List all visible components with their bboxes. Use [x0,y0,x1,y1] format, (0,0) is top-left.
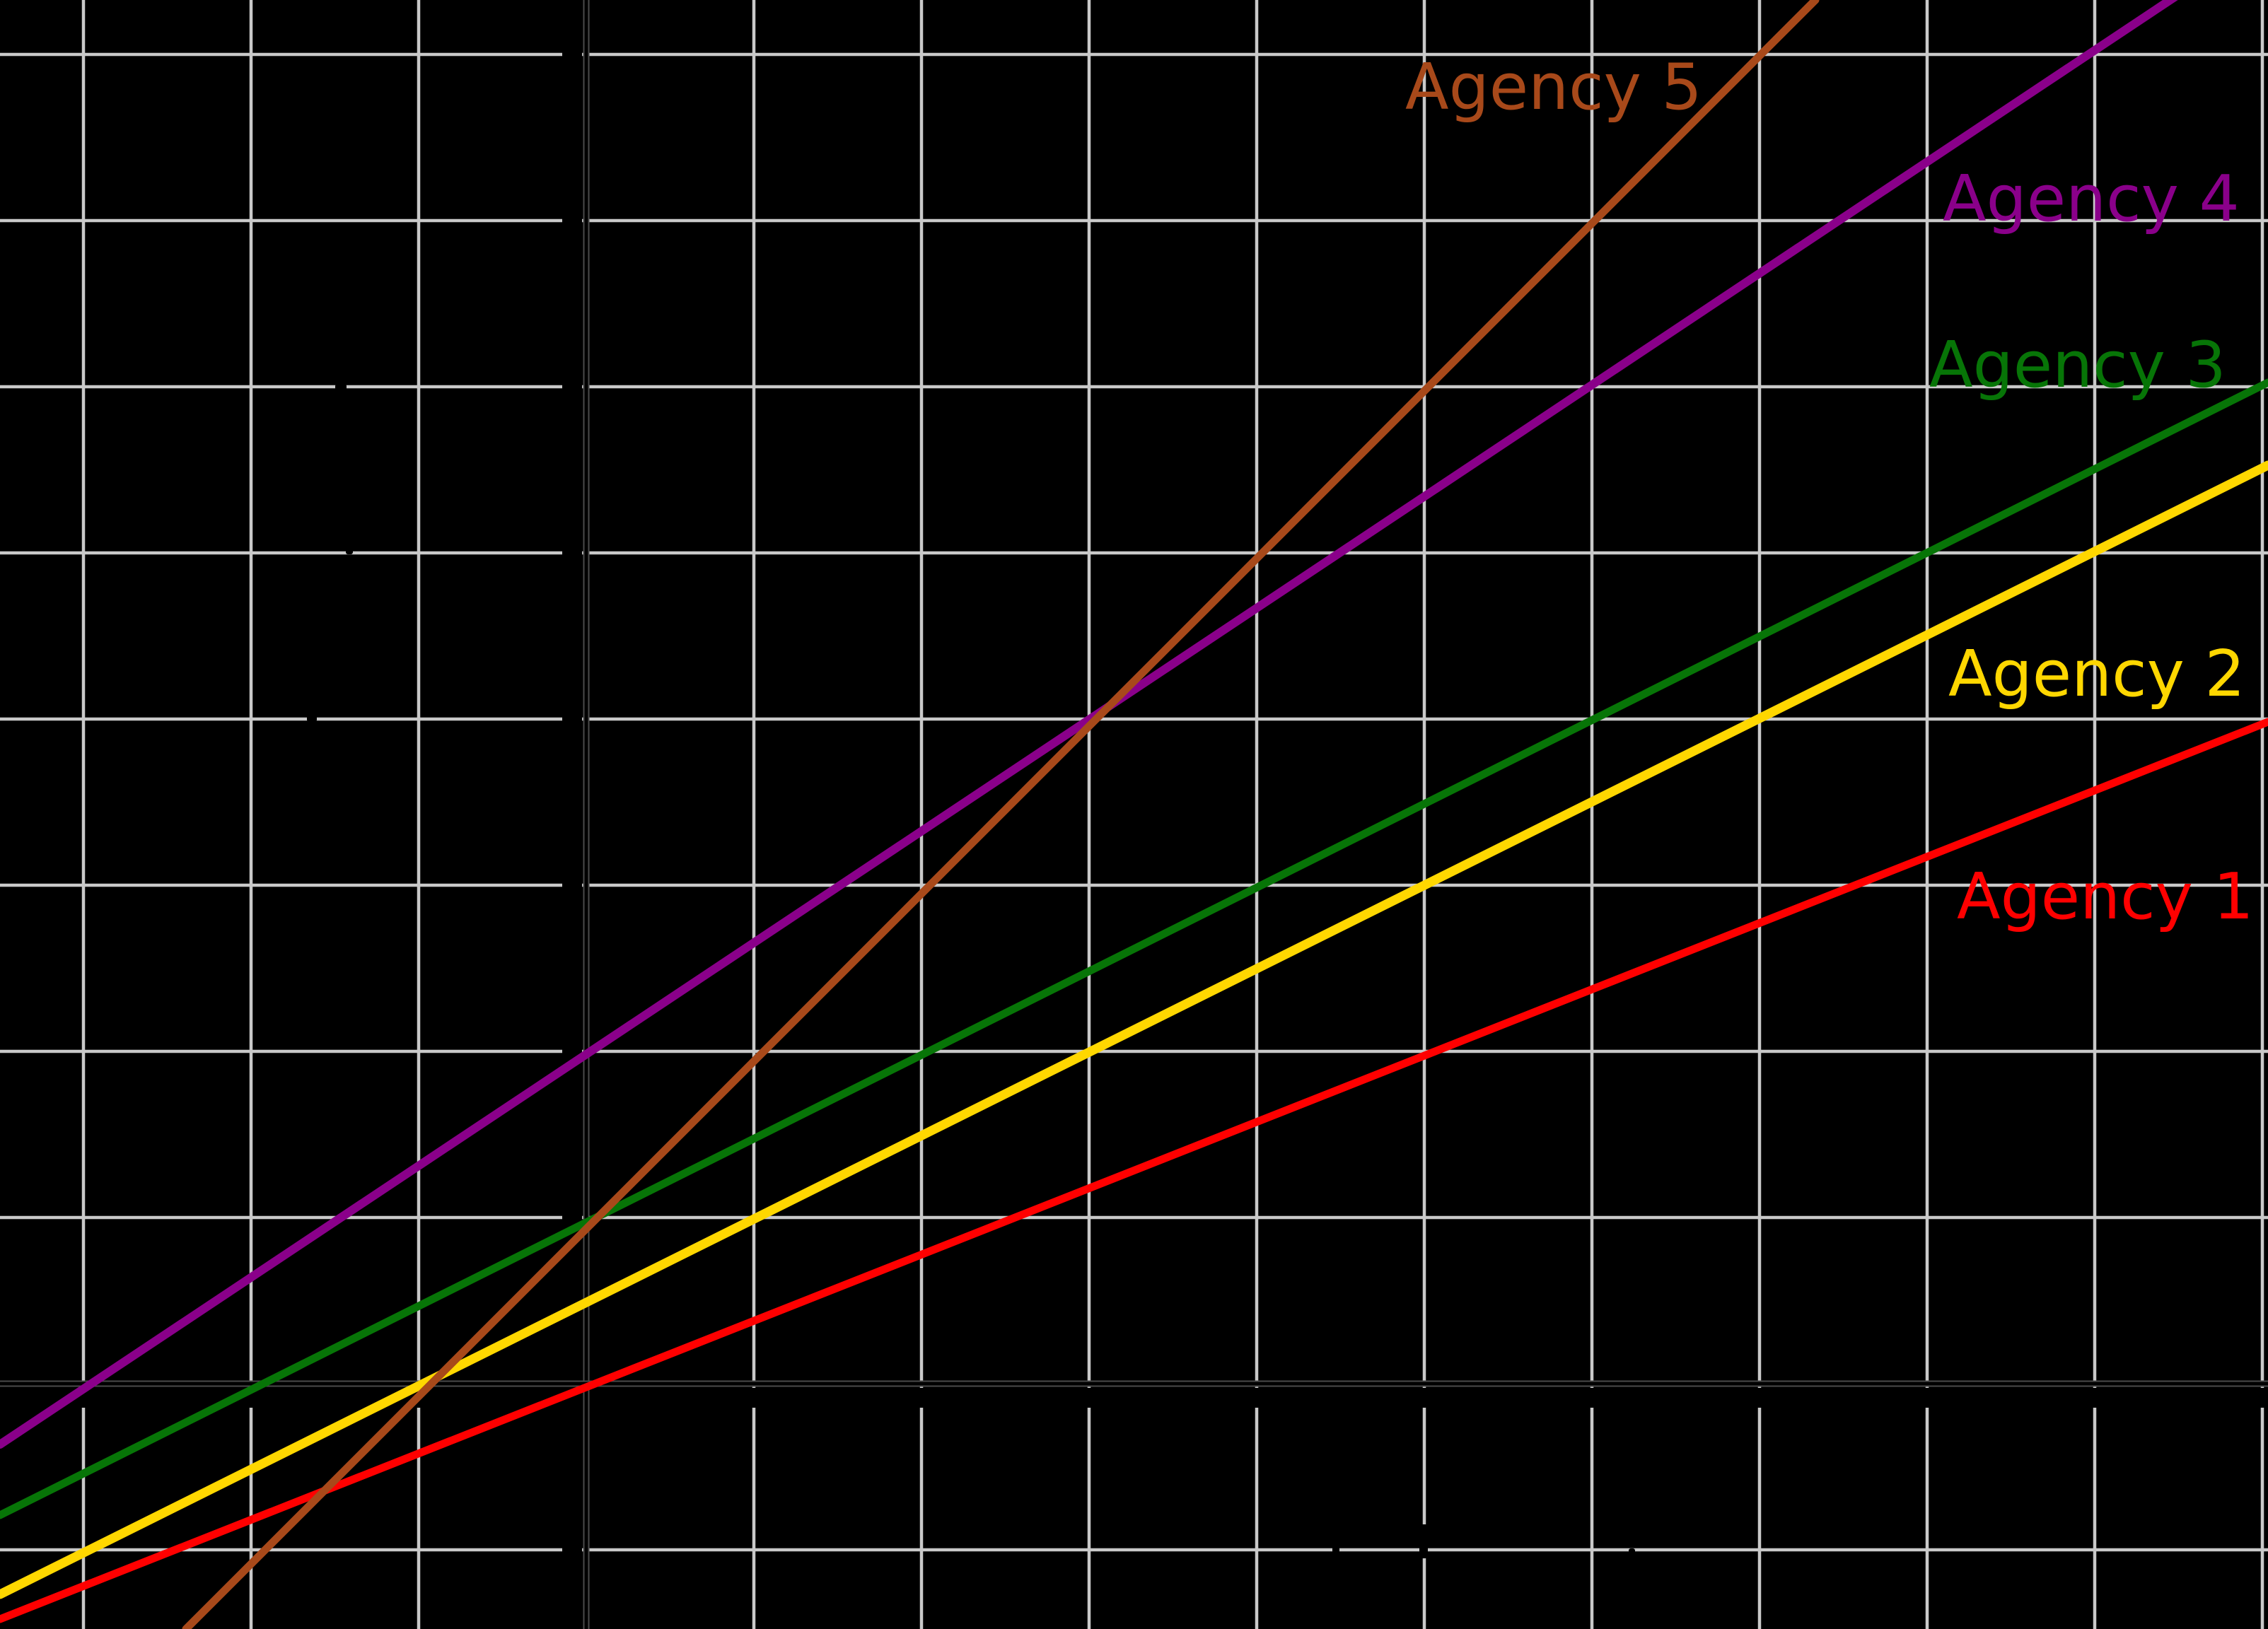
x-tick-mark [1588,1388,1595,1408]
hidden-text-fragment [335,384,347,391]
x-tick-mark [80,1388,87,1408]
y-tick-mark [562,716,582,723]
x-tick-mark [2259,1388,2266,1408]
y-tick-mark [562,1048,582,1055]
series-line-agency-3 [0,378,2268,1519]
hidden-text-fragment [307,716,317,722]
y-tick-mark [562,1546,582,1553]
hidden-text-fragment [1629,1548,1635,1567]
x-tick-mark [750,1388,757,1408]
series-label-agency-4: Agency 4 [1943,162,2240,236]
series-label-agency-5: Agency 5 [1405,50,1702,124]
series-label-agency-1: Agency 1 [1957,860,2254,934]
y-tick-mark [562,217,582,224]
x-tick-mark [1421,1388,1428,1408]
series-line-agency-5 [182,0,1820,1629]
x-tick-mark [918,1388,925,1408]
series-line-agency-1 [0,718,2268,1623]
series-label-agency-2: Agency 2 [1948,637,2245,711]
hidden-text-fragment [346,549,353,554]
x-tick-mark [248,1388,255,1408]
x-tick-mark [1086,1388,1093,1408]
y-tick-mark [562,549,582,556]
series-label-agency-3: Agency 3 [1929,328,2226,402]
hidden-text-fragment [1332,1526,1339,1558]
y-tick-mark [562,383,582,390]
series-line-agency-4 [0,0,2178,1449]
x-tick-mark [1756,1388,1763,1408]
y-tick-mark [562,51,582,58]
y-tick-mark [562,1214,582,1221]
y-tick-mark [562,882,582,889]
x-tick-mark [1253,1388,1260,1408]
series-line-agency-2 [0,460,2268,1599]
hidden-text-fragment [1419,1524,1428,1558]
x-tick-mark [1924,1388,1931,1408]
x-tick-mark [2091,1388,2098,1408]
